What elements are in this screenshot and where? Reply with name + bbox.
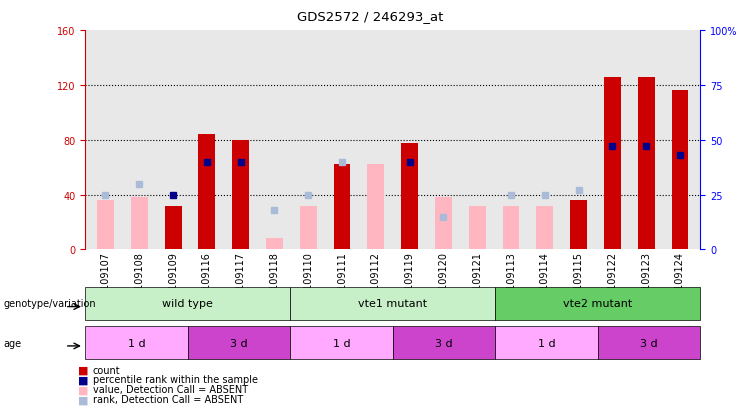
Bar bbox=[469, 206, 485, 250]
Bar bbox=[368, 165, 385, 250]
Text: value, Detection Call = ABSENT: value, Detection Call = ABSENT bbox=[93, 385, 247, 394]
Text: 1 d: 1 d bbox=[333, 338, 350, 348]
Text: 1 d: 1 d bbox=[127, 338, 145, 348]
Bar bbox=[131, 198, 147, 250]
Bar bbox=[97, 201, 114, 250]
Text: age: age bbox=[4, 338, 21, 348]
Text: ■: ■ bbox=[78, 394, 88, 404]
Text: ■: ■ bbox=[78, 365, 88, 375]
Bar bbox=[536, 206, 554, 250]
Text: ■: ■ bbox=[78, 385, 88, 394]
Bar bbox=[435, 198, 452, 250]
Bar bbox=[671, 91, 688, 250]
Bar bbox=[199, 135, 216, 250]
Bar bbox=[638, 78, 654, 250]
Text: 3 d: 3 d bbox=[230, 338, 247, 348]
Bar bbox=[570, 201, 587, 250]
Text: ■: ■ bbox=[78, 375, 88, 385]
Text: wild type: wild type bbox=[162, 299, 213, 309]
Text: 1 d: 1 d bbox=[538, 338, 555, 348]
Text: rank, Detection Call = ABSENT: rank, Detection Call = ABSENT bbox=[93, 394, 243, 404]
Bar bbox=[232, 140, 249, 250]
Text: GDS2572 / 246293_at: GDS2572 / 246293_at bbox=[297, 10, 444, 23]
Text: 3 d: 3 d bbox=[640, 338, 658, 348]
Bar bbox=[333, 165, 350, 250]
Bar bbox=[604, 78, 621, 250]
Text: genotype/variation: genotype/variation bbox=[4, 299, 96, 309]
Bar bbox=[165, 206, 182, 250]
Text: percentile rank within the sample: percentile rank within the sample bbox=[93, 375, 258, 385]
Text: vte2 mutant: vte2 mutant bbox=[563, 299, 632, 309]
Bar bbox=[266, 239, 283, 250]
Bar bbox=[300, 206, 316, 250]
Bar bbox=[401, 143, 418, 250]
Text: vte1 mutant: vte1 mutant bbox=[358, 299, 428, 309]
Text: count: count bbox=[93, 365, 120, 375]
Bar bbox=[502, 206, 519, 250]
Text: 3 d: 3 d bbox=[435, 338, 453, 348]
